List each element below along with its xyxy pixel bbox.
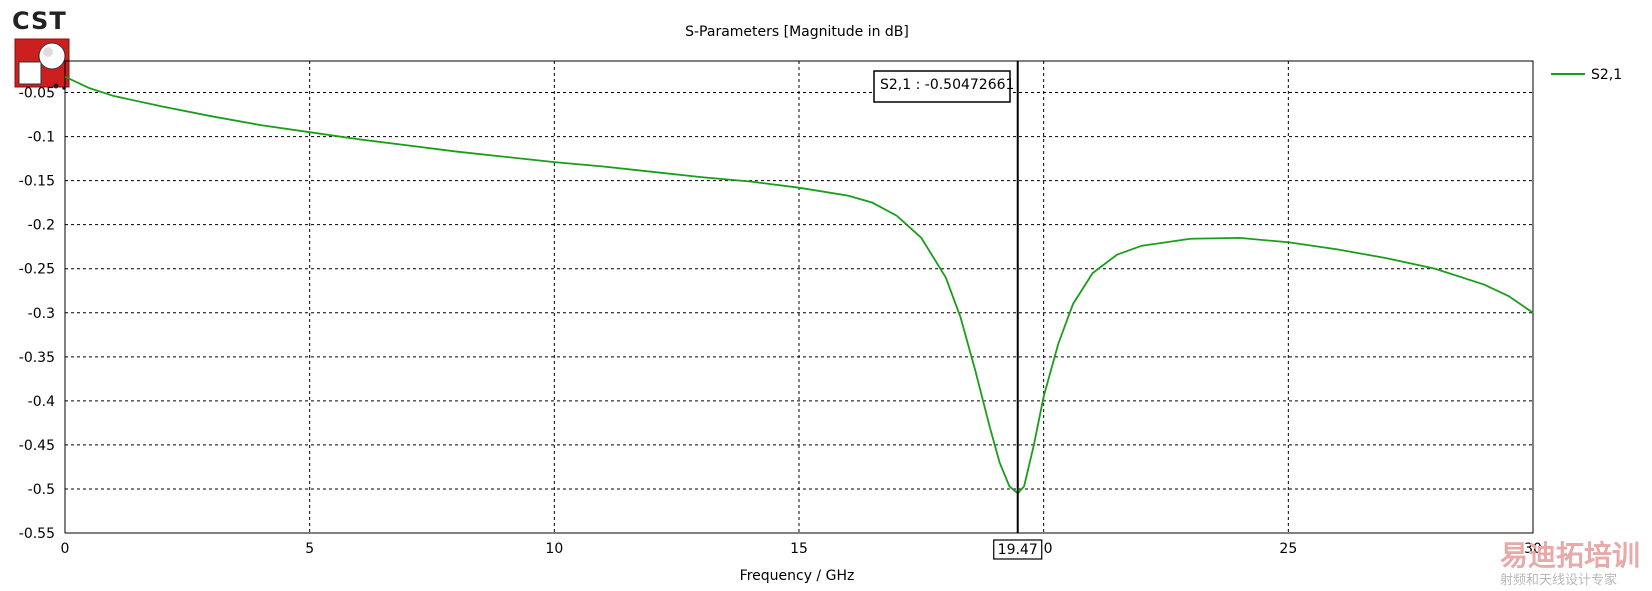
y-tick-label: -0.3 xyxy=(28,306,55,322)
marker-x-readout-box xyxy=(993,539,1043,560)
marker-x-readout: 19.47 xyxy=(998,542,1038,558)
grid xyxy=(65,61,1533,533)
x-tick-label: 5 xyxy=(305,541,314,557)
y-tick-label: -0.45 xyxy=(19,438,55,454)
y-tick-label: -0.05 xyxy=(19,86,55,102)
chart-title: S-Parameters [Magnitude in dB] xyxy=(685,24,909,40)
marker[interactable]: S2,1 : -0.50472661 19.47 xyxy=(873,61,1043,560)
watermark-main: 易迪拓培训 xyxy=(1500,539,1640,572)
x-tick-label: 25 xyxy=(1279,541,1297,557)
watermark: 易迪拓培训 射频和天线设计专家 xyxy=(1500,539,1640,588)
legend-label-s21: S2,1 xyxy=(1591,67,1622,83)
x-tick-label: 10 xyxy=(545,541,563,557)
x-axis: 0 5 10 15 20 25 30 xyxy=(61,541,1542,557)
y-tick-label: -0.4 xyxy=(28,394,55,410)
y-tick-label: -0.2 xyxy=(28,218,55,234)
marker-label: S2,1 : -0.50472661 xyxy=(880,77,1014,93)
y-tick-label: -0.5 xyxy=(28,482,55,498)
x-tick-label: 15 xyxy=(790,541,808,557)
y-tick-label: -0.15 xyxy=(19,174,55,190)
legend: S2,1 xyxy=(1551,67,1622,83)
y-tick-label: -0.25 xyxy=(19,262,55,278)
x-axis-label: Frequency / GHz xyxy=(740,568,855,584)
x-tick-label: 30 xyxy=(1524,541,1542,557)
series-line-s21 xyxy=(64,75,1534,495)
cst-logo: CST xyxy=(12,7,70,90)
cst-logo-icon xyxy=(14,38,70,90)
cst-logo-text: CST xyxy=(12,7,67,35)
marker-label-box xyxy=(873,70,1011,103)
y-tick-label: -0.35 xyxy=(19,350,55,366)
y-axis: -0.05 -0.1 -0.15 -0.2 -0.25 -0.3 -0.35 -0.4 -0.4… xyxy=(19,86,55,542)
x-tick-label: 0 xyxy=(61,541,70,557)
y-tick-label: -0.55 xyxy=(19,526,55,542)
watermark-sub: 射频和天线设计专家 xyxy=(1500,572,1617,588)
y-tick-label: -0.1 xyxy=(28,130,55,146)
